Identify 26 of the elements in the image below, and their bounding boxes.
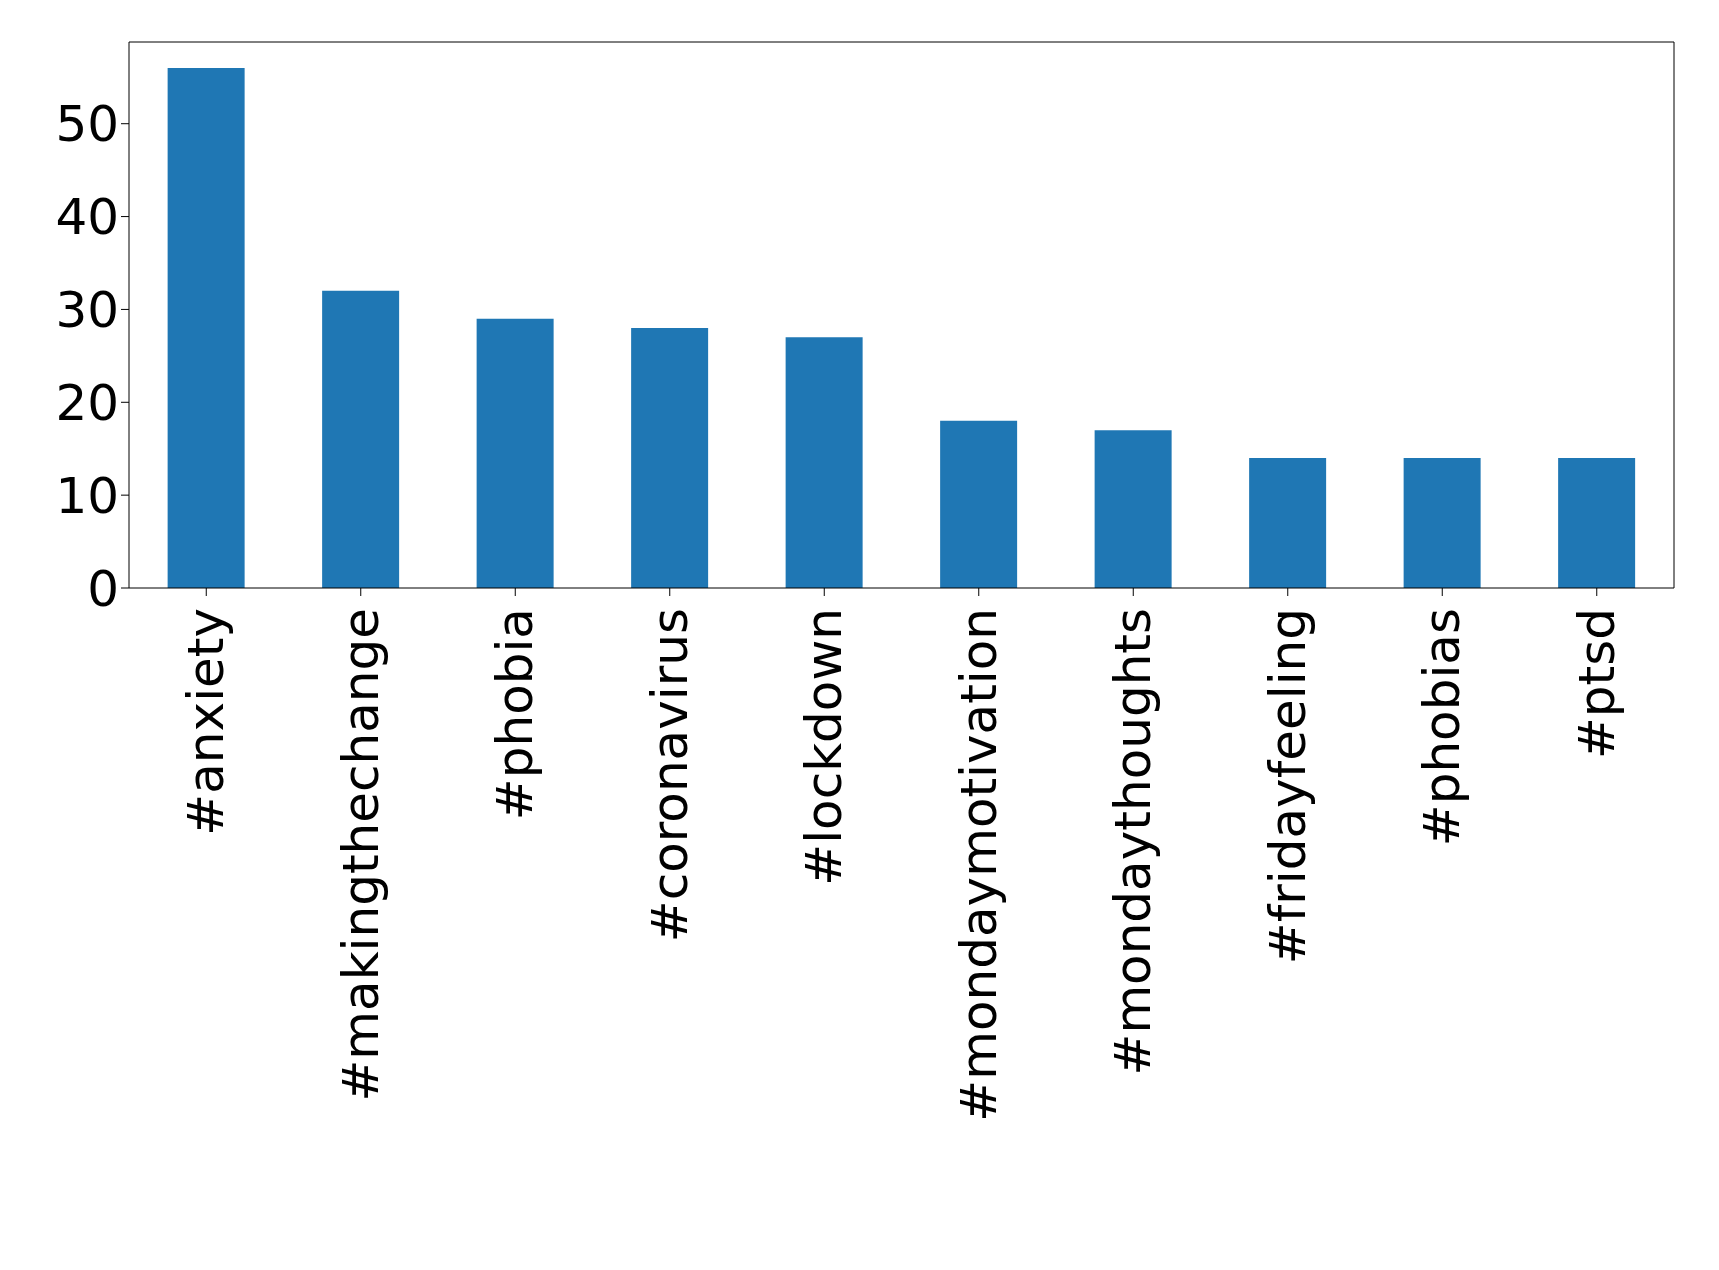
x-tick-label: #fridayfeeling [1258, 608, 1317, 965]
bar [1558, 458, 1636, 588]
x-tick-label: #coronavirus [640, 608, 699, 943]
bar [631, 328, 709, 588]
bar [1249, 458, 1327, 588]
x-tick-label: #mondaythoughts [1104, 608, 1163, 1076]
x-tick-label: #phobia [486, 608, 545, 821]
x-tick-label: #phobias [1413, 608, 1472, 847]
y-tick-label: 40 [55, 188, 119, 247]
y-tick-label: 20 [55, 374, 119, 433]
bar [1094, 430, 1172, 588]
bar [167, 68, 245, 588]
x-tick-label: #lockdown [795, 608, 854, 886]
x-tick-label: #anxiety [177, 608, 236, 836]
x-tick-label: #ptsd [1567, 608, 1626, 760]
bar [785, 337, 863, 588]
bar [1403, 458, 1481, 588]
y-tick-label: 30 [55, 281, 119, 340]
bar [476, 318, 554, 588]
y-tick-label: 0 [87, 559, 119, 618]
bar [940, 420, 1018, 588]
x-tick-label: #makingthechange [331, 608, 390, 1102]
y-tick-label: 10 [55, 466, 119, 525]
bar [322, 290, 400, 588]
x-tick-label: #mondaymotivation [949, 608, 1008, 1122]
y-tick-label: 50 [55, 95, 119, 154]
